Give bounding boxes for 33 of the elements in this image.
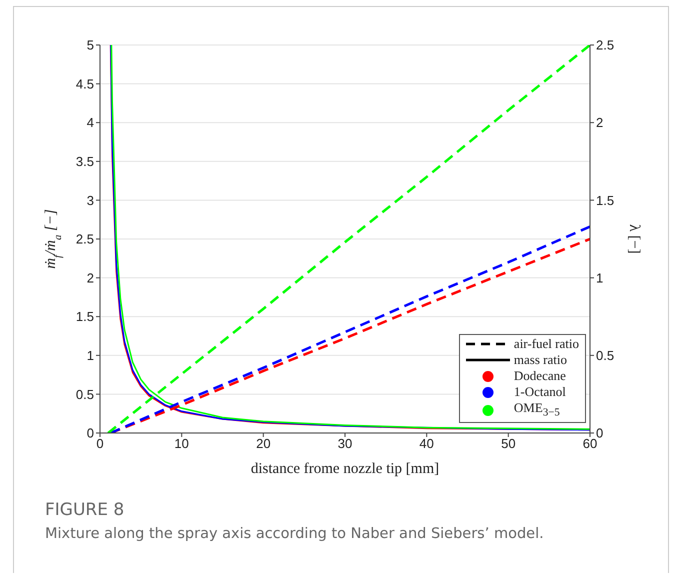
y2-tick-label: 0 (596, 426, 604, 441)
y-tick-label: 4.5 (76, 76, 94, 92)
y2-axis-title: λ [−] (626, 224, 642, 254)
x-tick-label: 60 (582, 436, 598, 452)
y-tick-label: 0.5 (76, 386, 94, 402)
y-tick-label: 2 (86, 270, 94, 286)
text: Mixture along the spray axis according to Naber and Siebers’ model. (45, 526, 544, 542)
y-tick-label: 1.5 (76, 309, 94, 324)
y-tick-label: 5 (86, 38, 94, 53)
y-tick-label: 1 (86, 348, 94, 364)
y-tick-label: 3.5 (76, 154, 94, 170)
x-tick-label: 20 (256, 436, 271, 452)
y2-tick-label: 0.5 (596, 348, 614, 364)
x-tick-label: 0 (96, 436, 104, 452)
x-tick-label: 30 (338, 436, 352, 452)
y-tick-label: 2.5 (76, 232, 94, 247)
annotation: mass ratio (514, 352, 567, 368)
y2-tick-label: 1.5 (596, 192, 614, 208)
annotation: air-fuel ratio (514, 336, 579, 352)
text: FIGURE 8 (45, 500, 126, 520)
x-tick-label: 50 (501, 436, 516, 452)
y2-tick-label: 2.5 (596, 38, 614, 53)
y-tick-label: 3 (86, 192, 94, 208)
x-tick-label: 10 (174, 436, 189, 452)
legend-label: Dodecane (514, 368, 566, 384)
legend-label: 1-Octanol (514, 384, 566, 400)
y2-tick-label: 1 (596, 270, 604, 286)
x-tick-label: 40 (419, 436, 434, 452)
y-tick-label: 4 (86, 115, 94, 130)
y2-tick-label: 2 (596, 115, 604, 130)
y-tick-label: 0 (86, 426, 94, 441)
x-axis-title: distance frome nozzle tip [mm] (250, 461, 440, 477)
legend-label: OME$_{3−5}$ (514, 400, 560, 421)
